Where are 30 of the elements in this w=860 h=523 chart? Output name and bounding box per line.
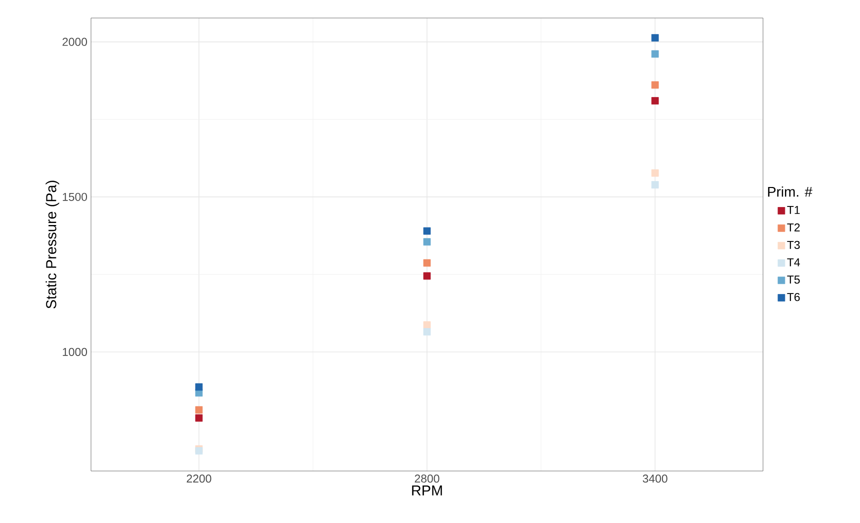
point (423, 328, 431, 336)
legend-label: T5 (787, 276, 800, 284)
y-tick-label: 1500 (62, 192, 88, 201)
point (651, 81, 659, 89)
point (651, 97, 659, 104)
legend-title: Prim. # (768, 186, 812, 197)
x-tick-label: 3400 (642, 474, 668, 483)
point (195, 406, 203, 414)
point (423, 272, 431, 280)
y-axis-title: Static Pressure (Pa) (46, 180, 60, 308)
y-tick-label: 1000 (62, 348, 88, 356)
legend-label: T2 (787, 223, 800, 232)
point (195, 383, 203, 391)
legend-label: T6 (787, 293, 800, 302)
legend-label: T4 (787, 258, 800, 266)
point (423, 259, 431, 267)
point (423, 238, 431, 246)
x-tick-label: 2200 (186, 474, 212, 483)
x-tick-label: 2800 (414, 474, 440, 483)
y-tick-label: 2000 (62, 38, 88, 46)
point (423, 321, 431, 329)
legend-label: T1 (787, 206, 800, 214)
x-axis-title: RPM (412, 485, 442, 496)
point (651, 34, 659, 42)
point (651, 181, 659, 188)
point (195, 414, 203, 422)
point (651, 169, 659, 177)
point (651, 50, 659, 58)
legend-label: T3 (787, 240, 800, 249)
point (423, 227, 431, 235)
